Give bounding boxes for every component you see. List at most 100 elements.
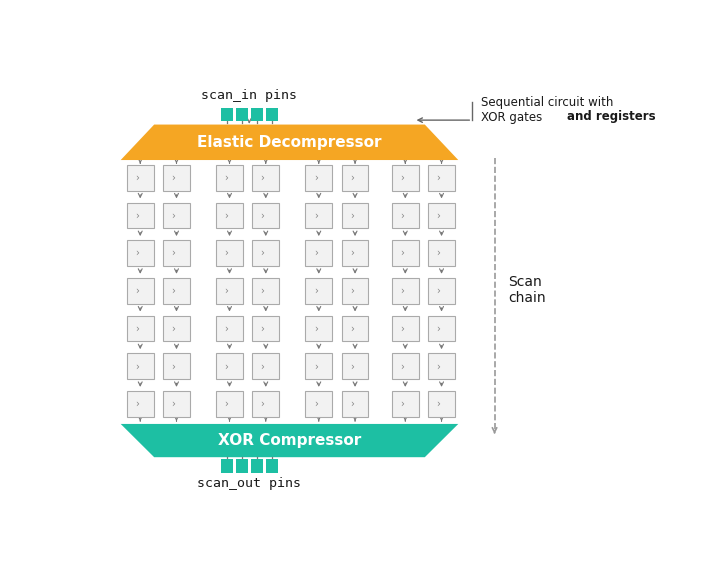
Bar bbox=[235, 460, 248, 473]
Text: ›: › bbox=[171, 361, 175, 372]
Text: ›: › bbox=[135, 324, 139, 334]
Bar bbox=[127, 203, 153, 228]
Bar bbox=[127, 391, 153, 417]
Text: ›: › bbox=[436, 248, 440, 258]
Bar bbox=[251, 460, 263, 473]
Bar bbox=[163, 391, 190, 417]
Text: Sequential circuit with
XOR gates: Sequential circuit with XOR gates bbox=[481, 96, 613, 124]
Text: ›: › bbox=[171, 324, 175, 334]
Bar bbox=[127, 278, 153, 304]
Bar bbox=[392, 391, 418, 417]
Text: ›: › bbox=[171, 210, 175, 221]
Bar bbox=[428, 278, 455, 304]
Text: ›: › bbox=[261, 248, 264, 258]
Text: ›: › bbox=[350, 286, 354, 296]
Bar bbox=[127, 316, 153, 342]
Bar bbox=[220, 460, 233, 473]
Bar bbox=[428, 203, 455, 228]
Bar bbox=[253, 240, 279, 266]
Text: ›: › bbox=[314, 248, 318, 258]
Text: ›: › bbox=[314, 173, 318, 183]
Text: ›: › bbox=[225, 361, 228, 372]
Polygon shape bbox=[121, 424, 459, 457]
Text: ›: › bbox=[261, 286, 264, 296]
Bar bbox=[266, 108, 278, 121]
Text: ›: › bbox=[400, 361, 404, 372]
Text: ›: › bbox=[436, 286, 440, 296]
Bar bbox=[251, 108, 263, 121]
Text: ›: › bbox=[135, 210, 139, 221]
Bar bbox=[163, 165, 190, 191]
Bar bbox=[216, 240, 243, 266]
Text: ›: › bbox=[436, 173, 440, 183]
Text: ›: › bbox=[400, 324, 404, 334]
Bar bbox=[163, 240, 190, 266]
Bar bbox=[253, 278, 279, 304]
Bar bbox=[428, 165, 455, 191]
Text: ›: › bbox=[261, 399, 264, 409]
Text: ›: › bbox=[314, 361, 318, 372]
Text: ›: › bbox=[171, 248, 175, 258]
Bar bbox=[342, 165, 369, 191]
Text: ›: › bbox=[350, 248, 354, 258]
Text: ›: › bbox=[135, 399, 139, 409]
Text: ›: › bbox=[225, 173, 228, 183]
Text: scan_out pins: scan_out pins bbox=[197, 477, 301, 490]
Text: ›: › bbox=[400, 399, 404, 409]
Bar bbox=[253, 165, 279, 191]
Text: ›: › bbox=[171, 286, 175, 296]
Bar bbox=[305, 240, 332, 266]
Text: Scan
chain: Scan chain bbox=[508, 275, 546, 305]
Text: ›: › bbox=[171, 399, 175, 409]
Text: ›: › bbox=[436, 399, 440, 409]
Text: ›: › bbox=[436, 324, 440, 334]
Bar bbox=[392, 278, 418, 304]
Text: ›: › bbox=[225, 210, 228, 221]
Text: ›: › bbox=[400, 248, 404, 258]
Bar bbox=[428, 316, 455, 342]
Text: ›: › bbox=[135, 286, 139, 296]
Text: ›: › bbox=[400, 210, 404, 221]
Bar bbox=[392, 240, 418, 266]
Bar bbox=[235, 108, 248, 121]
Text: ›: › bbox=[135, 361, 139, 372]
Bar bbox=[216, 316, 243, 342]
Bar bbox=[392, 165, 418, 191]
Bar bbox=[163, 278, 190, 304]
Bar bbox=[305, 354, 332, 379]
Bar bbox=[342, 278, 369, 304]
Text: ›: › bbox=[225, 248, 228, 258]
Bar bbox=[342, 203, 369, 228]
Bar bbox=[428, 391, 455, 417]
Text: ›: › bbox=[350, 324, 354, 334]
Text: ›: › bbox=[225, 399, 228, 409]
Text: ›: › bbox=[436, 361, 440, 372]
Text: ›: › bbox=[225, 286, 228, 296]
Bar bbox=[216, 165, 243, 191]
Bar bbox=[392, 203, 418, 228]
Text: ›: › bbox=[400, 286, 404, 296]
Bar bbox=[266, 460, 278, 473]
Text: ›: › bbox=[350, 399, 354, 409]
Bar bbox=[127, 165, 153, 191]
Text: ›: › bbox=[350, 173, 354, 183]
Text: scan_in pins: scan_in pins bbox=[202, 89, 297, 103]
Text: ›: › bbox=[350, 361, 354, 372]
Bar bbox=[342, 354, 369, 379]
Text: XOR Compressor: XOR Compressor bbox=[218, 433, 361, 448]
Text: ›: › bbox=[261, 324, 264, 334]
Text: ›: › bbox=[350, 210, 354, 221]
Bar bbox=[127, 354, 153, 379]
Bar bbox=[253, 316, 279, 342]
Bar bbox=[253, 203, 279, 228]
Bar bbox=[305, 203, 332, 228]
Text: ›: › bbox=[314, 210, 318, 221]
Bar bbox=[305, 391, 332, 417]
Bar bbox=[392, 316, 418, 342]
Bar bbox=[216, 354, 243, 379]
Text: and registers: and registers bbox=[567, 111, 656, 123]
Bar bbox=[216, 391, 243, 417]
Bar bbox=[127, 240, 153, 266]
Bar bbox=[305, 316, 332, 342]
Text: ›: › bbox=[400, 173, 404, 183]
